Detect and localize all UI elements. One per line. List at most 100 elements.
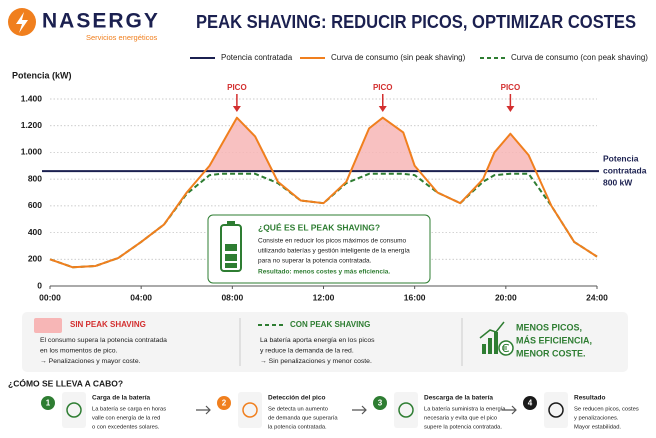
step-line: necesaria y evita que el pico [424, 416, 497, 422]
legend-label: Curva de consumo (sin peak shaving) [331, 53, 466, 62]
legend-label: Curva de consumo (con peak shaving) [511, 53, 648, 62]
step-line: de demanda que superaría [268, 416, 338, 422]
y-tick-label: 1.200 [21, 120, 43, 130]
step-icon [548, 402, 564, 418]
steps: 1 Carga de la batería La batería se carga … [41, 392, 639, 431]
step-number: 1 [46, 399, 51, 408]
info-title: ¿QUÉ ES EL PEAK SHAVING? [258, 222, 380, 232]
summary-line: MENOR COSTE. [516, 348, 586, 358]
brand: NASERGY [42, 10, 160, 33]
battery-bar [225, 254, 237, 261]
step-title: Detección del pico [268, 395, 325, 402]
info-lines: Consiste en reducir los picos máximos de… [258, 238, 410, 265]
y-tick-label: 1.400 [21, 93, 43, 103]
step-arrow [352, 405, 367, 415]
icon-coin [498, 340, 514, 356]
icon-trend [479, 321, 505, 339]
icon-bar [488, 338, 492, 354]
step-number: 4 [528, 399, 533, 408]
legend-label: Potencia contratada [221, 53, 293, 62]
y-tick-label: 1.000 [21, 147, 43, 157]
icon-bar [494, 332, 498, 354]
step-line: o con excedentes solares. [92, 425, 160, 431]
step-line: Mayor estabilidad. [574, 425, 621, 431]
battery-cap [227, 221, 235, 225]
step-icon-box [238, 392, 262, 428]
step-line: valle con energía de la red [92, 416, 160, 422]
peak-label: PICO [373, 83, 393, 92]
x-tick-label: 04:00 [130, 292, 152, 302]
step-icon-box [544, 392, 568, 428]
step-line: La batería se carga en horas [92, 407, 166, 413]
step-line: y penalizaciones. [574, 416, 619, 422]
step-title: Descarga de la batería [424, 395, 493, 402]
step-arrow [196, 405, 211, 415]
step-line: supere la potencia contratada. [424, 425, 502, 431]
step-badge [217, 396, 231, 410]
step-icon [242, 402, 258, 418]
step-line: La batería suministra la energía [424, 407, 506, 413]
info-line: para no superar la potencia contratada. [258, 258, 372, 265]
step-number: 2 [222, 399, 227, 408]
y-tick-label: 400 [28, 227, 42, 237]
info-box [207, 214, 431, 284]
steps-title: ¿CÓMO SE LLEVA A CABO? [8, 377, 123, 388]
y-tick-label: 200 [28, 254, 42, 264]
step-badge [373, 396, 387, 410]
step-arrow [502, 405, 517, 415]
with-line: y reduce la demanda de la red. [260, 347, 354, 354]
x-tick-label: 24:00 [586, 292, 608, 302]
pink-swatch [34, 318, 62, 333]
contract-label: 800 kW [603, 177, 633, 187]
comparison-panel [22, 312, 628, 372]
step-line: Se detecta un aumento [268, 407, 328, 413]
with-line: La batería aporta energía en los picos [260, 337, 375, 344]
logo-bolt [16, 12, 28, 33]
step-badge [41, 396, 55, 410]
x-tick-label: 20:00 [495, 292, 517, 302]
step-icon-box [62, 392, 86, 428]
peak-arrowhead [232, 106, 241, 112]
savings-icon [479, 321, 514, 356]
battery-bar [225, 244, 237, 251]
y-axis-label: Potencia (kW) [12, 70, 72, 80]
without-line: El consumo supera la potencia contratada [40, 337, 167, 344]
excess-area [204, 117, 536, 172]
step-line: Se reducen picos, costes [574, 407, 639, 413]
step-icon [66, 402, 82, 418]
summary-line: MENOS PICOS, [516, 322, 582, 332]
without-title: SIN PEAK SHAVING [70, 320, 146, 329]
x-tick-label: 12:00 [313, 292, 335, 302]
step-badge [523, 396, 537, 410]
comparison-texts: El consumo supera la potencia contratada… [40, 322, 592, 364]
x-tick-label: 08:00 [221, 292, 243, 302]
series-line [49, 116, 598, 269]
y-tick-label: 0 [37, 280, 42, 290]
title: PEAK SHAVING: REDUCIR PICOS, OPTIMIZAR C… [196, 12, 636, 32]
step-icon [398, 402, 414, 418]
peak-arrowhead [378, 106, 387, 112]
y-tick-label: 600 [28, 200, 42, 210]
battery-bar [225, 263, 237, 268]
with-line: → Sin penalizaciones y menor coste. [260, 358, 372, 365]
info-line: Consiste en reducir los picos máximos de… [258, 238, 407, 245]
x-tick-label: 00:00 [39, 292, 61, 302]
step-line: la potencia contratada. [268, 425, 327, 431]
peak-label: PICO [227, 83, 247, 92]
without-line: → Penalizaciones y mayor coste. [40, 358, 141, 365]
step-number: 3 [378, 399, 383, 408]
icon-euro [502, 343, 510, 353]
x-tick-label: 16:00 [404, 292, 426, 302]
info-result: Resultado: menos costes y más eficiencia… [258, 269, 390, 276]
y-tick-label: 800 [28, 173, 42, 183]
with-title: CON PEAK SHAVING [290, 320, 370, 329]
peak-label: PICO [501, 83, 521, 92]
step-title: Carga de la batería [92, 395, 151, 402]
summary-line: MÁS EFICIENCIA, [516, 335, 592, 345]
tagline: Servicios energéticos [86, 33, 158, 42]
step-title: Resultado [574, 395, 605, 402]
without-line: en los momentos de pico. [40, 347, 118, 354]
contract-label: contratada [603, 165, 647, 175]
